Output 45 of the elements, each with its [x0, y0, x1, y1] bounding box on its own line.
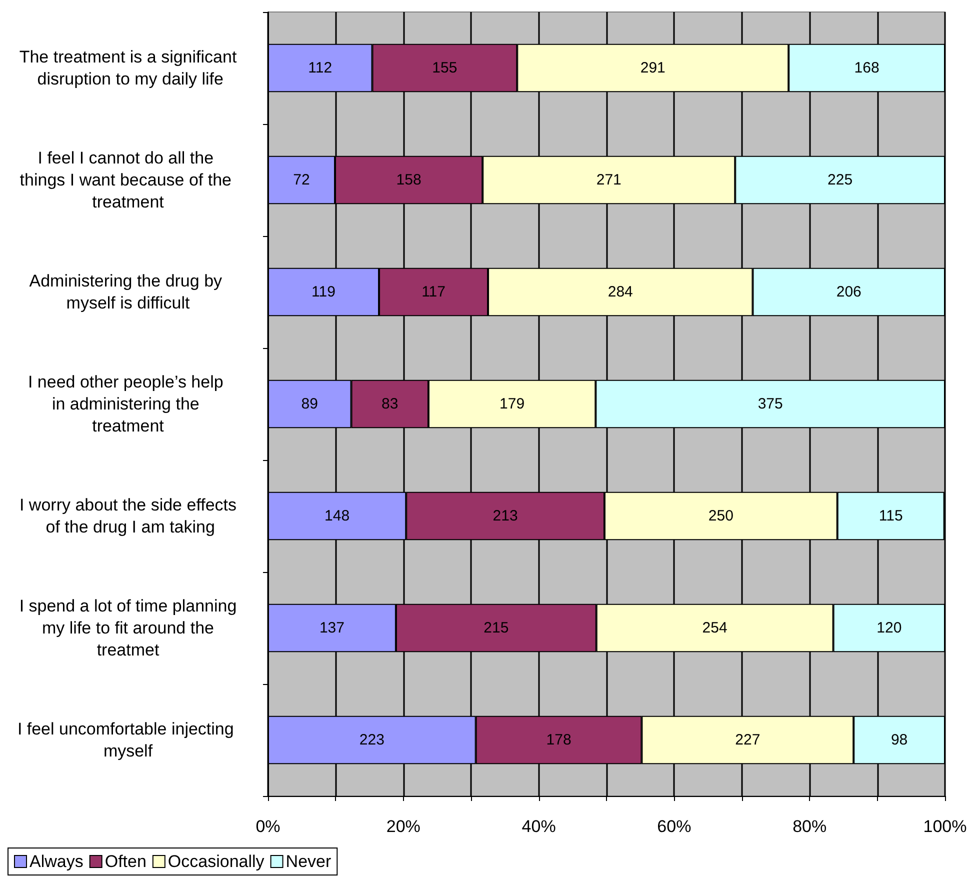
- legend-label: Often: [104, 852, 146, 871]
- y-tick-label: I worry about the side effects of the drug I am taking: [19, 496, 237, 536]
- x-tick-label: 80%: [792, 817, 827, 836]
- annotation: 223: [359, 732, 384, 748]
- annotation: 213: [492, 508, 518, 524]
- annotation: 117: [422, 284, 446, 300]
- annotation: 168: [854, 60, 880, 76]
- annotation: 254: [702, 620, 728, 636]
- legend-label: Always: [30, 852, 84, 871]
- annotation: 119: [312, 284, 336, 300]
- annotation: 375: [758, 396, 783, 412]
- x-tick-label: 100%: [923, 817, 967, 836]
- annotation: 83: [382, 396, 398, 412]
- legend-label: Never: [286, 852, 332, 871]
- annotation: 206: [836, 284, 862, 300]
- annotation: 215: [484, 620, 509, 636]
- y-tick-label: Administering the drug by myself is difficult: [29, 272, 227, 312]
- annotation: 291: [640, 60, 666, 76]
- annotation: 225: [828, 172, 853, 188]
- x-tick-label: 40%: [522, 817, 556, 836]
- y-tick-label: I feel uncomfortable injecting myself: [17, 720, 239, 760]
- x-tick-label: 0%: [256, 817, 280, 836]
- annotation: 137: [319, 620, 344, 636]
- annotation: 112: [308, 60, 332, 76]
- annotation: 120: [876, 620, 902, 636]
- annotation: 98: [890, 732, 908, 748]
- legend-label: Occasionally: [168, 852, 265, 871]
- x-tick-label: 60%: [657, 817, 692, 836]
- annotation: 179: [500, 396, 525, 412]
- annotation: 271: [596, 172, 622, 188]
- annotation: 89: [301, 396, 318, 412]
- annotation: 178: [546, 732, 572, 748]
- annotation: 284: [608, 284, 633, 300]
- annotation: 227: [735, 732, 760, 748]
- annotation: 72: [293, 172, 310, 188]
- annotation: 155: [432, 60, 458, 76]
- x-tick-label: 20%: [386, 817, 420, 836]
- annotation: 115: [878, 508, 903, 524]
- annotation: 158: [396, 172, 422, 188]
- annotation: 250: [708, 508, 734, 524]
- annotation: 148: [324, 508, 350, 524]
- y-tick-label: The treatment is a significant disruption to my daily life: [19, 48, 237, 88]
- y-tick-label: I feel I cannot do all the things I want because of the treatment: [20, 148, 236, 212]
- y-tick-label: I need other people’s help in administering the treatment: [28, 372, 228, 436]
- y-tick-label: I spend a lot of time planning my life to fit around the treatmet: [19, 596, 237, 660]
